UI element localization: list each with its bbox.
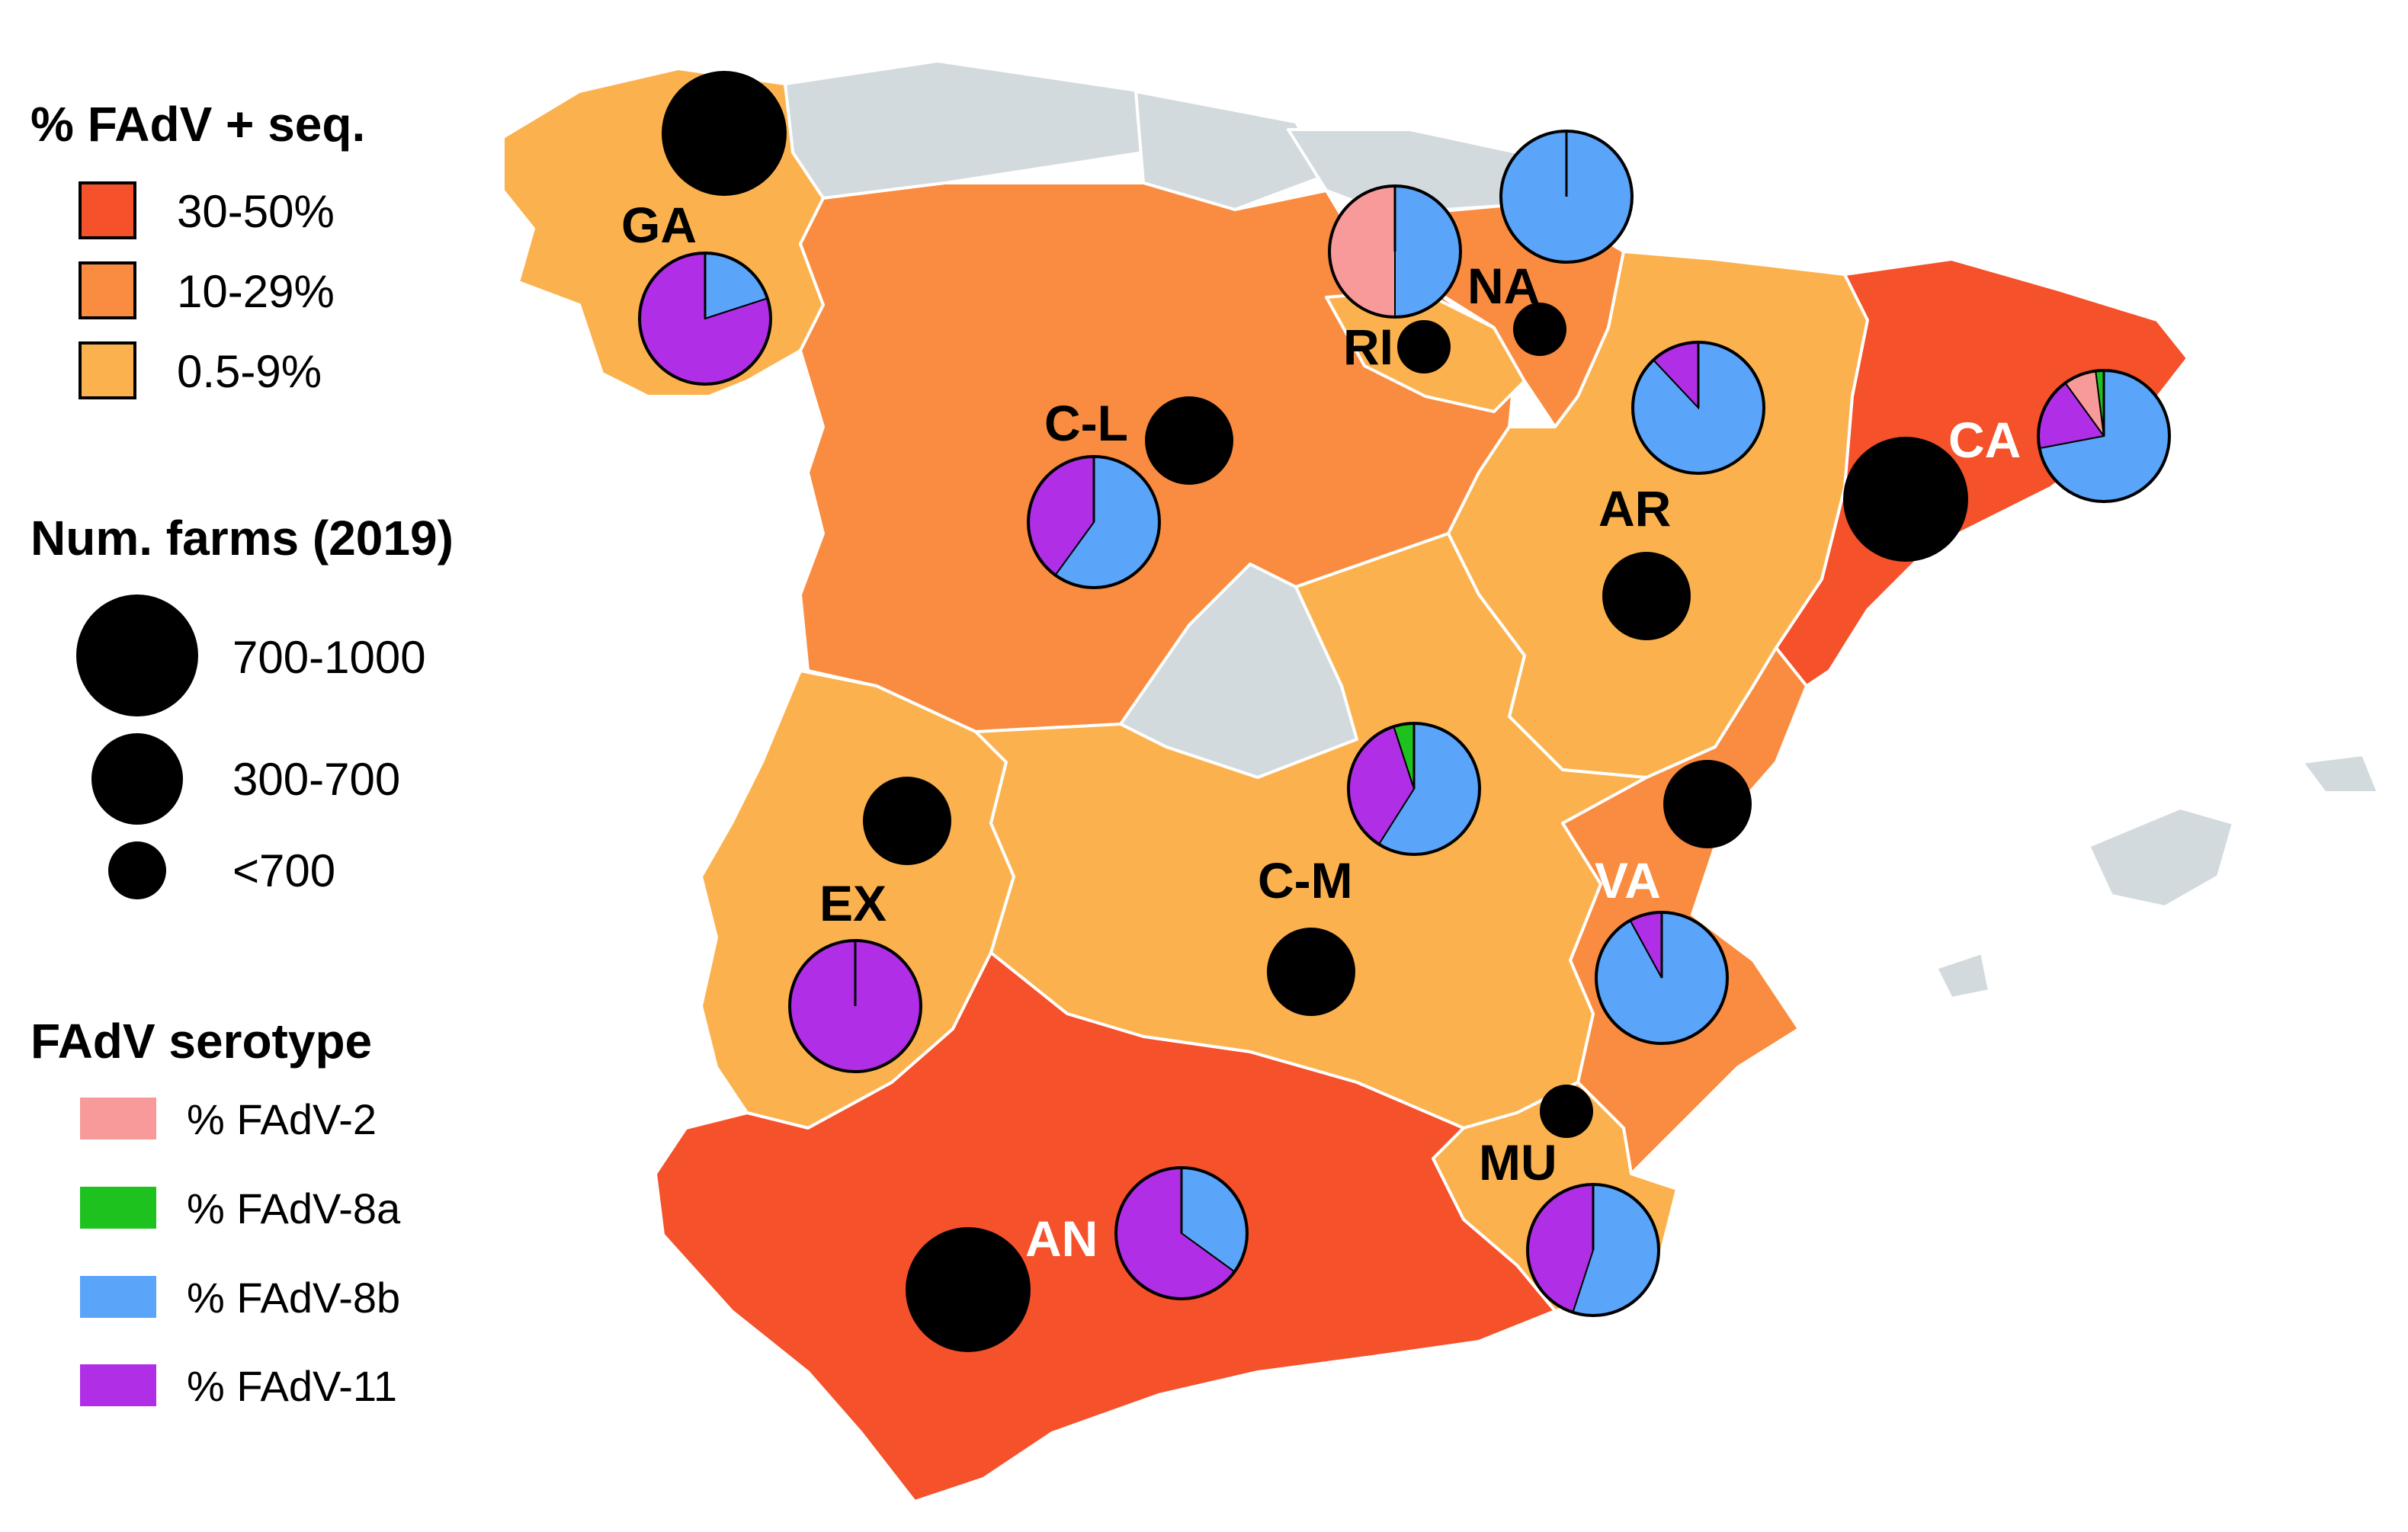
serotype-pie-CA (2037, 369, 2171, 503)
legend-serotype: FAdV serotype % FAdV-2 % FAdV-8a % FAdV-… (30, 1014, 401, 1410)
region-cantabria-no-data (1134, 90, 1328, 211)
farm-count-circle-CM (1267, 928, 1355, 1016)
region-asturias-no-data (784, 59, 1145, 200)
region-label-AN: AN (1025, 1210, 1098, 1267)
region-CA-catalonia (1775, 258, 2189, 687)
legend-prevalence-label: 10-29% (177, 266, 335, 317)
region-label-MU: MU (1479, 1134, 1557, 1191)
legend-farms-item: 700-1000 (76, 595, 426, 716)
region-label-GA: GA (621, 197, 697, 253)
farm-count-circle-VA (1663, 760, 1752, 848)
serotype-pie-CM (1347, 722, 1481, 856)
legend-prevalence-label: 0.5-9% (177, 346, 322, 397)
legend-serotype-swatch (80, 1276, 156, 1318)
region-label-CL: C-L (1044, 395, 1128, 451)
region-label-RI: RI (1343, 319, 1393, 375)
pie-outline (1499, 130, 1634, 264)
region-labels: GA C-L RI NA AR CA EX C-M VA MU AN (621, 197, 2021, 1267)
farm-count-circle-NA (1513, 303, 1566, 356)
legend-farms-item: 300-700 (91, 733, 400, 825)
legend-serotype-label: % FAdV-11 (187, 1362, 397, 1410)
serotype-pie-VA (1595, 911, 1729, 1045)
legend-farms-label: 700-1000 (232, 632, 426, 683)
legend-serotype-swatch (80, 1098, 156, 1139)
farm-count-circle-MU (1540, 1085, 1593, 1138)
pie-outline (788, 939, 922, 1073)
legend-serotype-label: % FAdV-8a (187, 1184, 401, 1232)
legend-serotype-item: % FAdV-8a (80, 1184, 401, 1232)
farm-count-circle-AN (906, 1227, 1031, 1352)
pie-outline (1027, 455, 1161, 589)
map-markers (638, 71, 2171, 1352)
serotype-pie-EX (788, 939, 922, 1073)
serotype-pie-CL (1027, 455, 1161, 589)
legend-serotype-item: % FAdV-8b (80, 1274, 400, 1322)
region-label-CA: CA (1948, 412, 2021, 468)
farm-count-circle-CA (1843, 437, 1968, 562)
pie-outline (1526, 1183, 1660, 1317)
legend-serotype-item: % FAdV-11 (80, 1362, 397, 1410)
region-label-VA: VA (1595, 852, 1661, 909)
serotype-pie-GA (638, 252, 772, 386)
legend-farms-title: Num. farms (2019) (30, 511, 454, 566)
legend-farms-label: <700 (232, 845, 335, 896)
legend-prevalence-item: 30-50% (79, 181, 335, 239)
legend-farms: Num. farms (2019) 700-1000 300-700 <700 (30, 511, 454, 899)
legend-prevalence-item: 10-29% (79, 261, 335, 319)
legend-prevalence-swatch (79, 341, 136, 399)
region-label-AR: AR (1598, 480, 1671, 537)
legend-prevalence-item: 0.5-9% (79, 341, 322, 399)
region-AN-andalusia (654, 951, 1557, 1503)
region-label-EX: EX (819, 875, 887, 931)
farm-count-circle-AR (1602, 552, 1691, 640)
pie-outline (1631, 341, 1765, 475)
farm-count-circle-CL (1145, 396, 1233, 485)
serotype-pie-AN (1114, 1166, 1249, 1300)
legend-farms-circle-small (108, 841, 166, 899)
serotype-pie-MU (1526, 1183, 1660, 1317)
farm-count-circle-GA (662, 71, 787, 196)
legend-serotype-title: FAdV serotype (30, 1014, 372, 1069)
legend-serotype-label: % FAdV-8b (187, 1274, 400, 1322)
legend-serotype-swatch (80, 1364, 156, 1406)
pie-outline (1114, 1166, 1249, 1300)
pie-outline (638, 252, 772, 386)
pie-outline (1347, 722, 1481, 856)
legend-prevalence: % FAdV + seq. 30-50% 10-29% 0.5-9% (30, 97, 365, 399)
serotype-pie-AR (1631, 341, 1765, 475)
legend-prevalence-title: % FAdV + seq. (30, 97, 365, 152)
legend-serotype-item: % FAdV-2 (80, 1095, 377, 1143)
legend-prevalence-swatch (79, 261, 136, 319)
pie-outline (2037, 369, 2171, 503)
pie-outline (1595, 911, 1729, 1045)
region-balearic-no-data (1935, 753, 2380, 1000)
legend-prevalence-label: 30-50% (177, 186, 335, 237)
pie-outline (1328, 184, 1462, 319)
farm-count-circle-EX (863, 777, 951, 865)
serotype-pie-NA (1499, 130, 1634, 264)
legend-serotype-swatch (80, 1187, 156, 1229)
region-label-CM: C-M (1258, 852, 1353, 909)
legend-farms-circle-large (76, 595, 198, 716)
legend-prevalence-swatch (79, 181, 136, 239)
farm-count-circle-RI (1397, 320, 1451, 373)
legend-serotype-label: % FAdV-2 (187, 1095, 377, 1143)
legend-farms-circle-medium (91, 733, 183, 825)
region-label-NA: NA (1467, 258, 1540, 314)
legend-farms-item: <700 (108, 841, 335, 899)
legend-farms-label: 300-700 (232, 754, 400, 805)
serotype-pie-RI (1328, 184, 1462, 319)
